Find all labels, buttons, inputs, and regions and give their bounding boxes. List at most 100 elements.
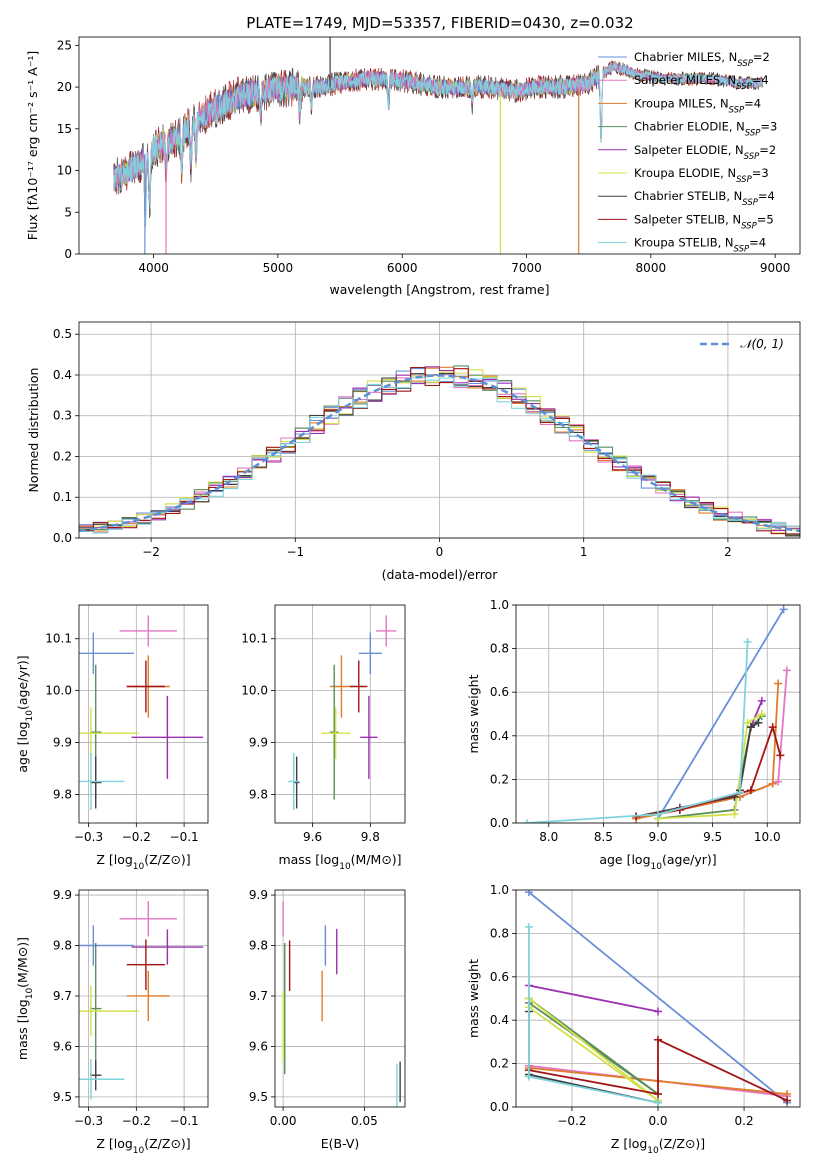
weight-line: [636, 670, 788, 820]
axes-frame: [78, 36, 801, 255]
legend-label-sub: SSP: [744, 152, 760, 162]
legend-label-tail: =2: [759, 143, 776, 157]
legend-label-sub: SSP: [741, 221, 757, 231]
x-tick-label: −2: [142, 545, 160, 559]
errorbar-kroupa-miles: [329, 655, 353, 718]
y-tick-label: 0.5: [53, 327, 72, 341]
x-tick-label: 8000: [636, 261, 667, 275]
x-tick-label: 0.2: [735, 1114, 754, 1128]
x-tick-label: 4000: [138, 261, 169, 275]
y-axis-label-tail: (M/M⊙)]: [15, 937, 30, 988]
y-tick-label: 9.9: [53, 888, 72, 902]
x-tick-label: −1: [286, 545, 304, 559]
errorbars: [282, 901, 401, 1107]
x-tick-label: 9.0: [648, 830, 667, 844]
y-tick-label: 0.4: [490, 1013, 509, 1027]
y-tick-label: 0.2: [53, 449, 72, 463]
legend-label-main: Chabrier MILES, N: [634, 50, 737, 64]
legend-label-chabrier-stelib: Chabrier STELIB, NSSP=4: [634, 189, 775, 208]
weight-marker: [754, 718, 763, 727]
weight-line: [528, 1038, 788, 1102]
y-axis-label: mass weight: [466, 674, 481, 753]
y-tick-label: 9.9: [249, 736, 268, 750]
x-tick-label: 9.6: [303, 830, 322, 844]
figure-title: PLATE=1749, MJD=53357, FIBERID=0430, z=0…: [246, 14, 633, 32]
x-axis-label: Z [log10(Z/Z⊙)]: [96, 852, 190, 872]
x-tick-label: −0.1: [170, 1114, 199, 1128]
y-axis-label-tail: (age/yr)]: [15, 655, 30, 710]
x-axis-label: age [log10(age/yr)]: [599, 852, 716, 872]
x-axis-label-tail: (Z/Z⊙)]: [144, 1136, 190, 1151]
errorbar-kroupa-elodie: [321, 707, 351, 760]
y-axis-label: Flux [fλ10⁻¹⁷ erg cm⁻² s⁻¹ A⁻¹]: [25, 51, 40, 240]
weight-marker: [524, 922, 533, 931]
x-tick-label: 6000: [387, 261, 418, 275]
errorbar-chabrier-elodie: [89, 942, 102, 1075]
errorbars: [79, 615, 204, 811]
errorbar-kroupa-stelib: [79, 1059, 125, 1100]
x-tick-label: 0.0: [648, 1114, 667, 1128]
y-axis-label: mass [log10(M/M⊙)]: [15, 937, 35, 1060]
weight-marker: [776, 751, 785, 760]
x-axis-label: Z [log10(Z/Z⊙)]: [611, 1136, 705, 1156]
x-tick-label: −0.2: [557, 1114, 586, 1128]
spectrum-panel: 4000 5000 6000 7000 8000 9000 0 5 10 15 20 25 wavele…: [25, 36, 801, 297]
errorbar-salpeter-stelib: [126, 660, 165, 713]
errorbar-salpeter-elodie: [131, 695, 204, 779]
y-tick-label: 10.1: [241, 632, 268, 646]
spectrum-lines: [113, 37, 764, 254]
weight-marker: [774, 777, 783, 786]
errorbar-salpeter-stelib: [126, 939, 165, 990]
weight-line: [528, 984, 659, 1013]
x-axis-label-sub: 10: [647, 1146, 659, 1156]
y-axis-label-sub: 10: [25, 710, 35, 722]
legend-label-main: Kroupa ELODIE, N: [634, 166, 736, 180]
legend-label-tail: =5: [757, 212, 774, 226]
x-axis-label-tail: (age/yr)]: [662, 852, 717, 867]
y-tick-label: 0.8: [490, 926, 509, 940]
y-tick-label: 10.0: [45, 684, 72, 698]
histogram-kroupa-stelib: [79, 377, 800, 534]
histogram-steps: [79, 365, 800, 537]
legend-label-sub: SSP: [734, 245, 750, 255]
weight-marker: [743, 638, 752, 647]
errorbar-kroupa-miles: [126, 970, 170, 1022]
legend-label-tail: =4: [749, 236, 766, 250]
weight-series-chabrier-elodie: [654, 712, 766, 823]
weight-marker: [774, 679, 783, 688]
y-tick-label: 0.4: [53, 368, 72, 382]
x-axis-label: E(B-V): [321, 1136, 360, 1151]
weight-line: [636, 683, 780, 820]
errorbar-chabrier-miles: [79, 925, 134, 966]
x-tick-label: 9.8: [361, 830, 380, 844]
axes-frame: [78, 604, 209, 824]
axes-frame: [515, 604, 801, 824]
errorbar-kroupa-elodie: [79, 985, 139, 1037]
errorbar-kroupa-stelib: [79, 752, 125, 811]
x-axis-label-main: Z [log: [96, 1136, 132, 1151]
y-axis-label-main: age [log: [15, 721, 30, 772]
x-axis-label-sub: 10: [339, 862, 351, 872]
legend-label-normal: 𝒩(0, 1): [740, 337, 784, 351]
legend-label-tail: =4: [744, 96, 761, 110]
x-axis-label: Z [log10(Z/Z⊙)]: [96, 1136, 190, 1156]
weight-series-salpeter-stelib: [632, 723, 785, 821]
x-tick-label: 8.5: [594, 830, 613, 844]
weight-vs-z-panel: −0.2 0.0 0.2 0.0 0.2 0.4 0.6 0.8 1.0 Z [log10(Z/Z…: [466, 883, 801, 1156]
legend-label-kroupa-miles: Kroupa MILES, NSSP=4: [634, 96, 761, 115]
weight-marker: [524, 890, 533, 897]
x-tick-label: 1: [580, 545, 588, 559]
errorbar-kroupa-elodie: [79, 707, 139, 760]
y-tick-label: 9.8: [249, 939, 268, 953]
y-tick-label: 10: [57, 164, 72, 178]
errorbar-salpeter-elodie: [360, 695, 378, 779]
weight-marker: [654, 1035, 662, 1044]
weight-marker: [779, 605, 788, 614]
y-tick-label: 9.5: [249, 1090, 268, 1104]
legend-label-chabrier-miles: Chabrier MILES, NSSP=2: [634, 50, 770, 69]
x-axis-label-sub: 10: [651, 862, 663, 872]
legend-label-salpeter-stelib: Salpeter STELIB, NSSP=5: [634, 212, 774, 231]
legend-label-sub: SSP: [736, 82, 752, 92]
